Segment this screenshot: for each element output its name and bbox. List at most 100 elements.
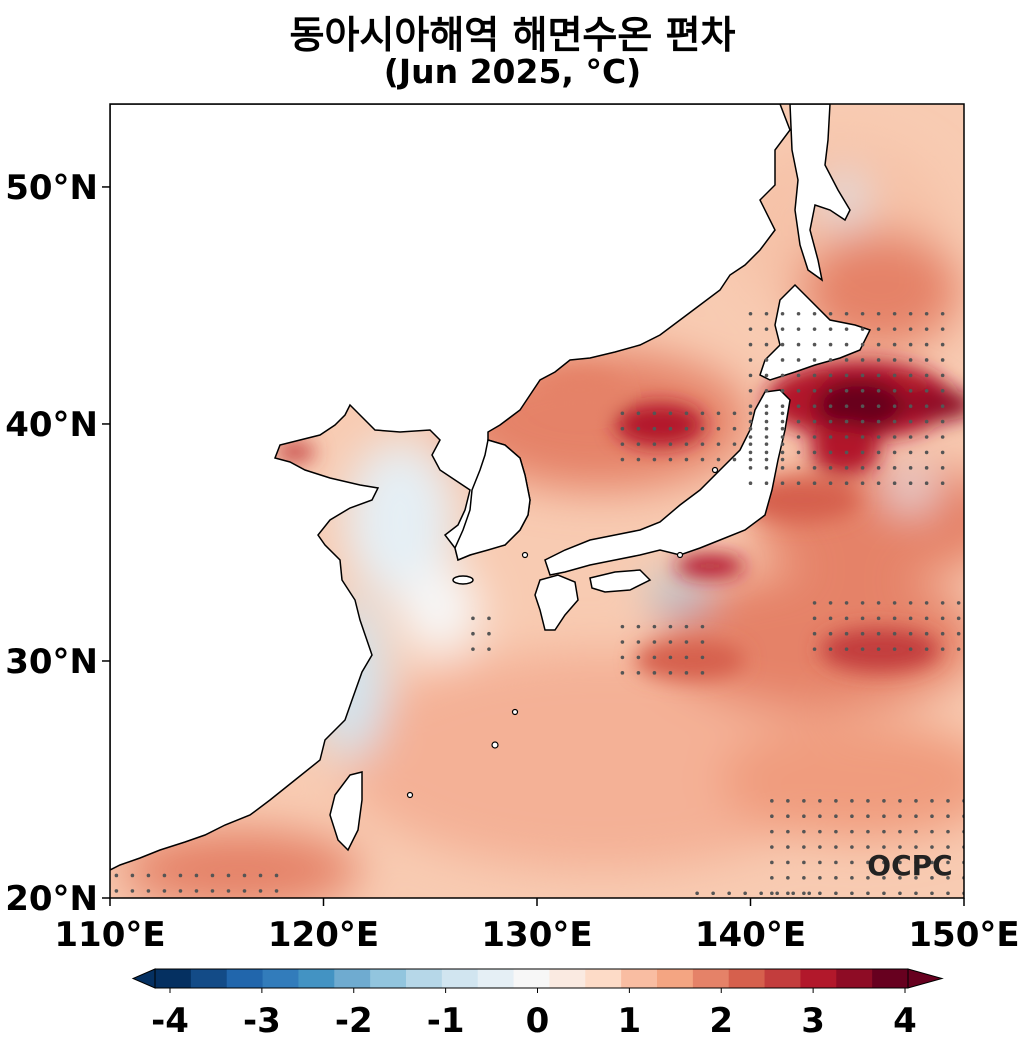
stipple-dot: [818, 891, 822, 896]
stipple-dot: [780, 442, 785, 446]
stipple-dot: [748, 481, 753, 486]
stipple-dot: [828, 404, 833, 408]
stipple-dot: [876, 450, 881, 455]
stipple-dot: [748, 457, 753, 462]
stipple-dot: [775, 891, 779, 896]
stipple-dot: [668, 457, 673, 462]
stipple-dot: [924, 631, 929, 636]
stipple-dot: [732, 457, 737, 462]
stipple-dot: [844, 419, 849, 424]
stipple-dot: [764, 419, 769, 424]
lat-tick-label: 20°N: [5, 879, 98, 919]
stipple-dot: [876, 631, 881, 636]
stipple-dot: [668, 411, 673, 416]
stipple-dot: [780, 404, 785, 408]
stipple-dot: [892, 601, 897, 605]
stipple-dot: [876, 311, 881, 316]
stipple-dot: [876, 419, 881, 424]
stipple-dot: [764, 358, 769, 362]
colorbar-swatch: [872, 969, 909, 988]
stipple-dot: [882, 891, 886, 896]
stipple-dot: [844, 311, 849, 316]
stipple-dot: [892, 631, 897, 636]
stipple-dot: [956, 647, 961, 651]
stipple-dot: [898, 891, 902, 896]
stipple-dot: [946, 799, 950, 803]
stipple-dot: [668, 624, 673, 629]
stipple-dot: [860, 327, 865, 331]
lat-tick-label: 40°N: [5, 405, 98, 445]
stipple-dot: [796, 388, 801, 393]
stipple-dot: [898, 799, 902, 803]
stipple-dot: [178, 889, 183, 893]
stipple-dot: [828, 342, 833, 347]
stipple-dot: [940, 311, 945, 316]
stipple-dot: [882, 876, 886, 880]
stipple-dot: [796, 466, 801, 470]
stipple-dot: [866, 829, 870, 834]
stipple-dot: [866, 860, 870, 865]
stipple-dot: [882, 814, 886, 819]
stipple-dot: [764, 481, 769, 486]
colorbar: -4 -3 -2 -1 0 1 2 3 4: [131, 968, 944, 1041]
stipple-dot: [828, 419, 833, 424]
stipple-dot: [668, 655, 673, 660]
stipple-dot: [786, 845, 790, 849]
stipple-dot: [684, 655, 689, 660]
colorbar-swatch: [334, 969, 371, 988]
stipple-dot: [892, 388, 897, 393]
stipple-dot: [892, 373, 897, 378]
stipple-dot: [727, 891, 731, 896]
anomaly-field: OCPC: [110, 104, 964, 898]
stipple-dot: [487, 647, 491, 651]
stipple-dot: [764, 373, 769, 378]
stipple-dot: [908, 481, 913, 486]
stipple-dot: [764, 311, 769, 316]
stipple-dot: [940, 450, 945, 455]
land-honshu: [544, 389, 791, 576]
land-korea: [454, 439, 531, 562]
stipple-dot: [162, 889, 167, 893]
stipple-dot: [812, 616, 817, 621]
land-hokkaido: [759, 283, 872, 381]
stipple-dot: [892, 647, 897, 651]
stipple-dot: [924, 311, 929, 316]
stipple-dot: [130, 873, 135, 878]
stipple-dot: [876, 342, 881, 347]
stipple-dot: [844, 616, 849, 621]
colorbar-max-extend: [907, 968, 944, 989]
stipple-dot: [796, 404, 801, 408]
stipple-dot: [908, 419, 913, 424]
stipple-dot: [620, 624, 625, 629]
stipple-dot: [780, 411, 785, 416]
stipple-dot: [780, 450, 785, 455]
colorbar-tick-label: -1: [427, 1001, 465, 1041]
stipple-dot: [802, 860, 806, 865]
colorbar-tick-label: 1: [618, 1001, 642, 1041]
stipple-dot: [914, 799, 918, 803]
stipple-dot: [711, 891, 715, 896]
stipple-dot: [940, 466, 945, 470]
stipple-dot: [770, 814, 774, 819]
stipple-dot: [850, 845, 854, 849]
stipple-dot: [770, 845, 774, 849]
stipple-dot: [807, 891, 812, 896]
stipple-dot: [652, 442, 657, 446]
stipple-dot: [748, 442, 753, 446]
stipple-dot: [892, 327, 897, 331]
colorbar-swatch: [621, 969, 658, 988]
stipple-dot: [908, 435, 913, 439]
stipple-dot: [860, 419, 865, 424]
stipple-dot: [866, 876, 870, 880]
stipple-dot: [748, 450, 753, 455]
stipple-dot: [652, 640, 657, 644]
stipple-dot: [764, 435, 769, 439]
stipple-dot: [930, 814, 934, 819]
stipple-dot: [860, 466, 865, 470]
stipple-dot: [882, 829, 886, 834]
stipple-dot: [930, 799, 934, 803]
stipple-dot: [908, 450, 913, 455]
stipple-dot: [818, 845, 822, 849]
stipple-dot: [892, 466, 897, 470]
colorbar-tick-label: -4: [151, 1001, 189, 1041]
